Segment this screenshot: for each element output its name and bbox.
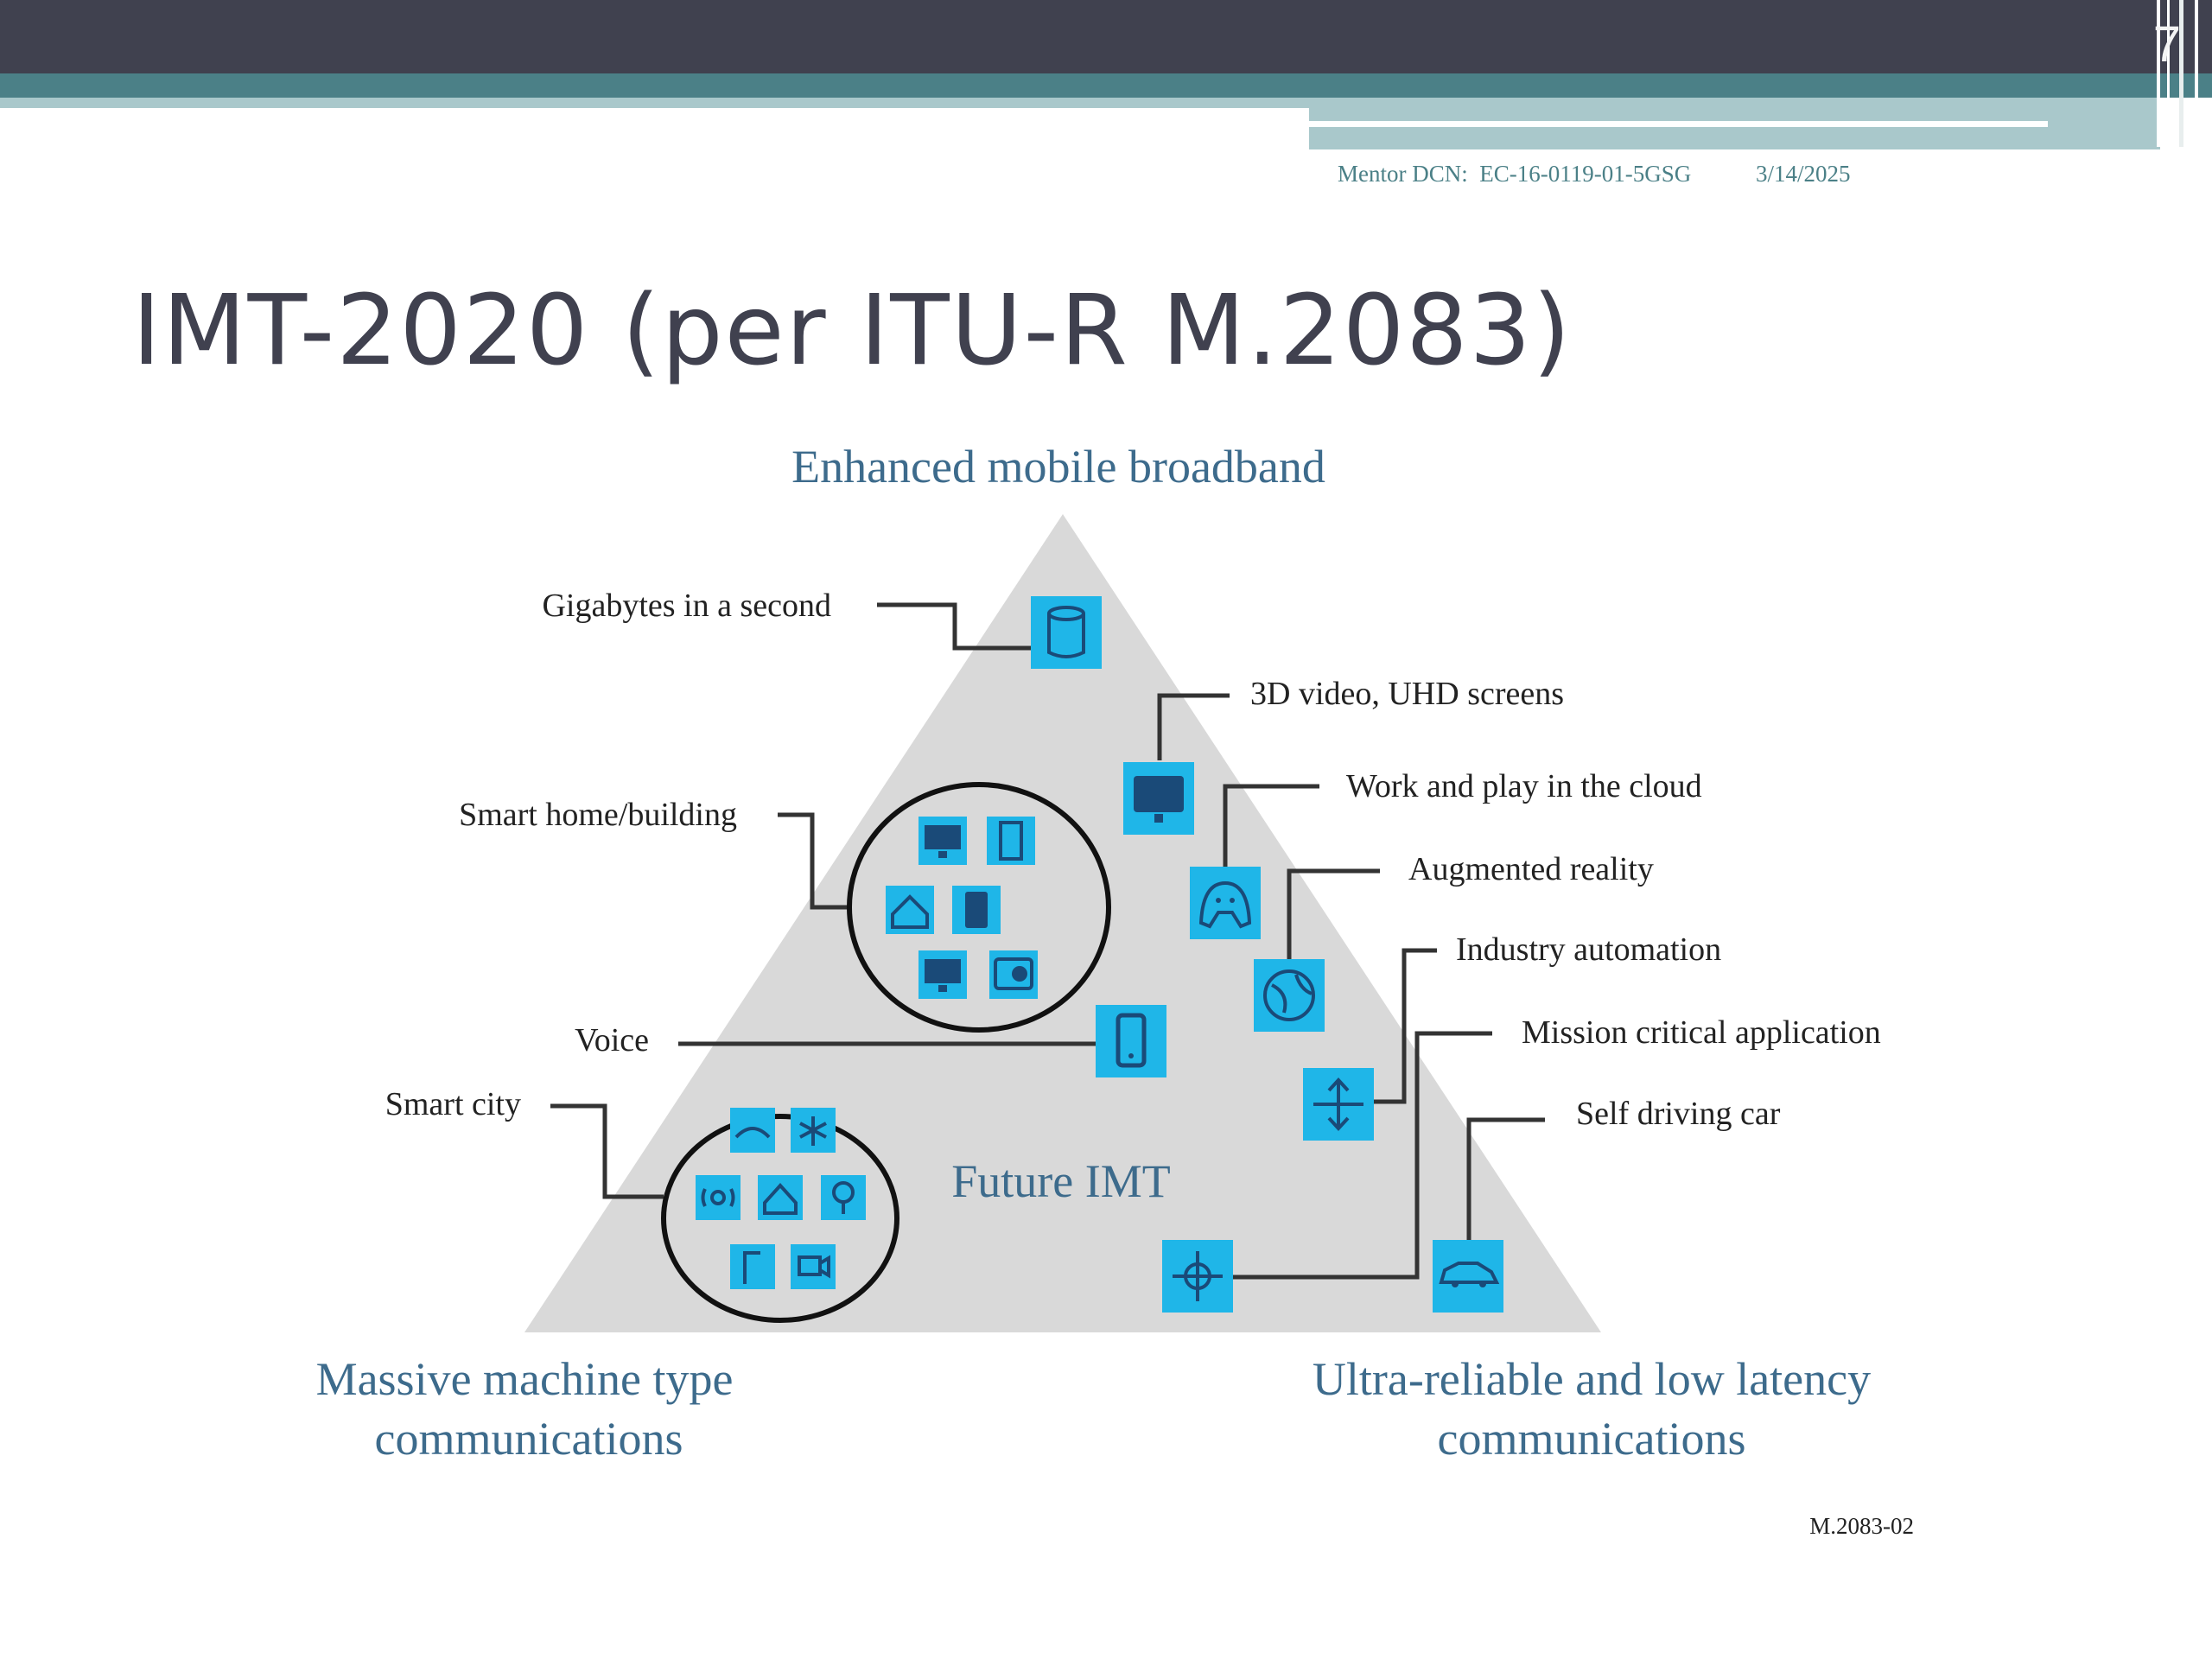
callout-industry: Industry automation: [1456, 931, 1721, 968]
teal-band: [0, 73, 2212, 98]
callout-smartcity: Smart city: [385, 1086, 521, 1122]
callout-ar: Augmented reality: [1408, 851, 1654, 887]
callout-cloud: Work and play in the cloud: [1346, 768, 1702, 804]
fridge-icon: [987, 817, 1035, 865]
callout-mission: Mission critical application: [1522, 1014, 1881, 1051]
streetlight-icon: [730, 1244, 775, 1289]
gamepad-icon: [1190, 867, 1261, 939]
decorative-bars: [2157, 0, 2198, 147]
top-bar: [0, 0, 2212, 73]
smart-home-cluster: [847, 782, 1111, 1033]
globe-icon: [1254, 959, 1325, 1032]
bottom-right-label-line1: Ultra-reliable and low latency: [1313, 1353, 1871, 1405]
crosshair-icon: [1162, 1240, 1233, 1313]
connector-lines: [550, 602, 1545, 1280]
bottom-left-label-line1: Massive machine type: [316, 1353, 734, 1405]
database-icon: [1031, 596, 1102, 669]
header-date: 3/14/2025: [1756, 161, 1851, 187]
bottom-right-label-line2: communications: [1438, 1413, 1746, 1465]
callout-voice: Voice: [575, 1022, 649, 1058]
smart-city-cluster: [661, 1108, 899, 1323]
robot-arm-icon: [1303, 1068, 1374, 1141]
header-rule: [1309, 121, 2048, 127]
figure-reference: M.2083-02: [1809, 1513, 1914, 1539]
callout-selfdriving: Self driving car: [1576, 1096, 1781, 1132]
monitor-icon: [1123, 762, 1194, 835]
callout-smarthome: Smart home/building: [459, 797, 737, 833]
light-band-left: [0, 98, 1309, 108]
header-dcn: Mentor DCN: EC-16-0119-01-5GSG: [1338, 161, 1692, 187]
center-label: Future IMT: [951, 1155, 1170, 1207]
slide-number: 7: [2152, 16, 2181, 73]
car-icon: [1433, 1240, 1503, 1313]
bottom-left-label-line2: communications: [375, 1413, 683, 1465]
callout-gigabytes: Gigabytes in a second: [542, 588, 831, 624]
callout-video: 3D video, UHD screens: [1250, 676, 1564, 712]
phone-icon: [1096, 1005, 1166, 1077]
slide-title: IMT-2020 (per ITU-R M.2083): [132, 275, 1573, 387]
top-label: Enhanced mobile broadband: [791, 441, 1325, 493]
